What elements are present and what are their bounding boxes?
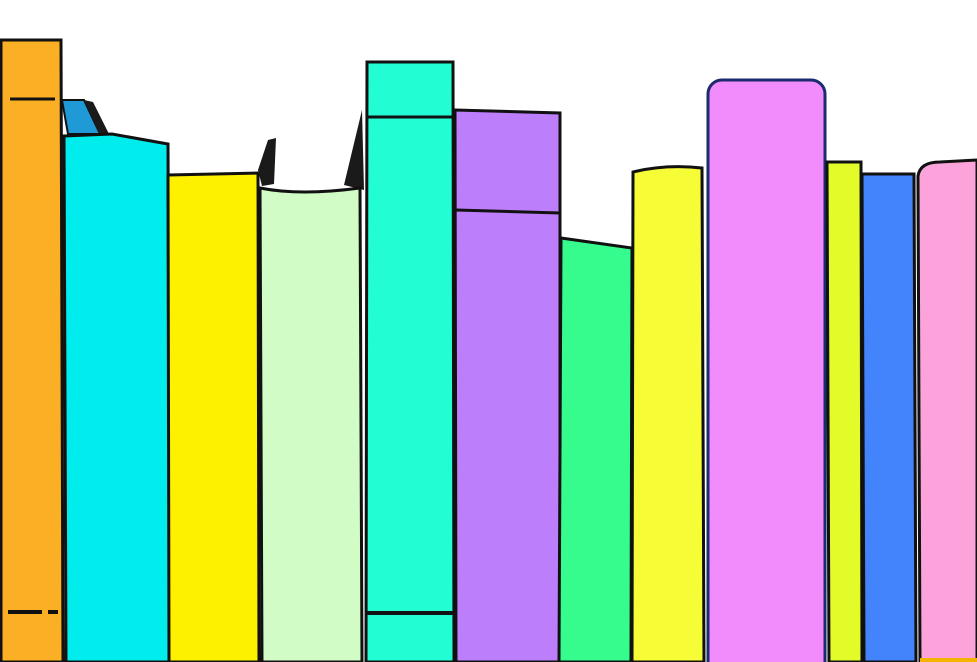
book-green-body <box>557 236 634 662</box>
book-pale-green-shadow-right <box>344 110 364 190</box>
book-pale-green-shadow <box>258 138 276 186</box>
book-turquoise <box>364 60 456 662</box>
book-orange <box>0 38 65 662</box>
book-leaning-edge-dark <box>84 100 110 136</box>
book-pale-green <box>258 110 364 662</box>
book-lemon <box>630 165 706 662</box>
book-leaning-edge <box>60 99 110 136</box>
book-orange-body <box>0 38 65 662</box>
book-cyan <box>62 132 172 662</box>
book-pink <box>706 78 827 662</box>
book-lavender-band <box>455 208 561 215</box>
book-lime <box>825 160 864 662</box>
book-rose-body <box>916 158 977 662</box>
book-pink-body <box>706 78 827 662</box>
book-lavender <box>453 108 562 662</box>
book-green <box>557 236 634 662</box>
book-yellow-body <box>166 171 261 662</box>
book-lavender-body <box>453 108 562 662</box>
book-pale-green-body <box>258 186 364 662</box>
book-blue <box>860 172 918 662</box>
book-lemon-body <box>630 165 706 662</box>
book-lime-body <box>825 160 864 662</box>
book-rose <box>916 158 977 662</box>
book-turquoise-body <box>364 60 456 662</box>
book-cyan-body <box>62 132 172 662</box>
book-yellow <box>166 171 261 662</box>
book-blue-body <box>860 172 918 662</box>
